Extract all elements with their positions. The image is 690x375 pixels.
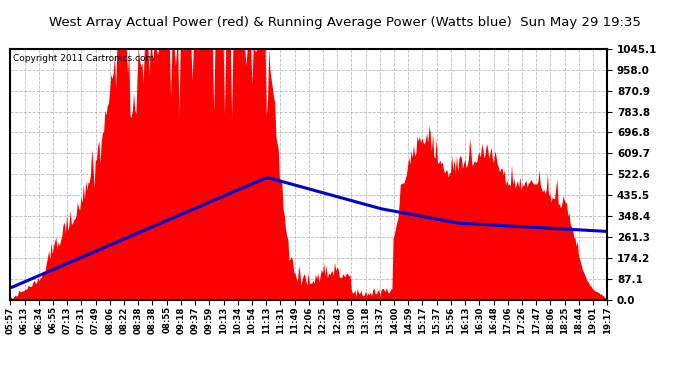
Text: Copyright 2011 Cartronics.com: Copyright 2011 Cartronics.com (13, 54, 155, 63)
Text: West Array Actual Power (red) & Running Average Power (Watts blue)  Sun May 29 1: West Array Actual Power (red) & Running … (49, 16, 641, 29)
